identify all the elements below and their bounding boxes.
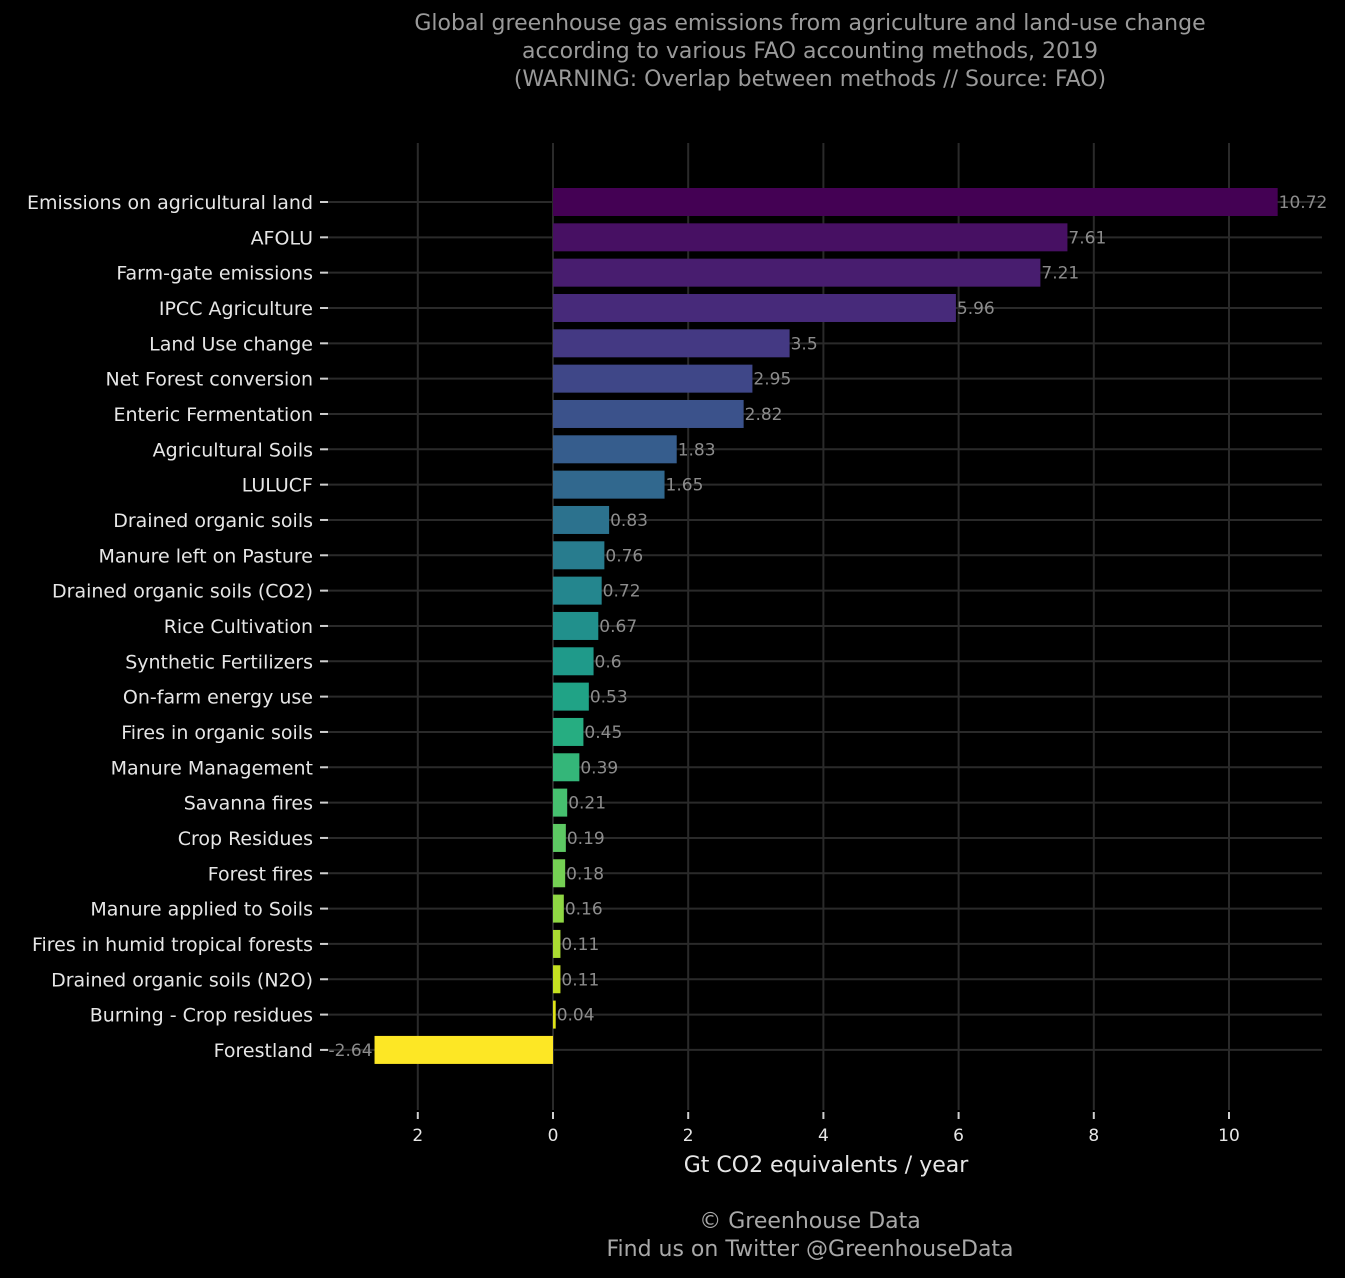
bar bbox=[375, 1036, 553, 1064]
grid-lines bbox=[322, 143, 1322, 1110]
value-label: 1.83 bbox=[678, 440, 716, 460]
value-label: 0.11 bbox=[561, 935, 599, 955]
category-label: Forestland bbox=[214, 1040, 313, 1062]
category-label: On-farm energy use bbox=[123, 687, 313, 709]
bar bbox=[553, 294, 956, 322]
value-label: 0.76 bbox=[605, 546, 643, 566]
category-label: Drained organic soils bbox=[113, 510, 313, 532]
category-label: IPCC Agriculture bbox=[159, 298, 313, 320]
x-axis-title: Gt CO2 equivalents / year bbox=[684, 1153, 970, 1178]
x-tick-label: 8 bbox=[1088, 1126, 1099, 1146]
x-tick-label: 6 bbox=[953, 1126, 964, 1146]
bar bbox=[553, 577, 602, 605]
category-label: Agricultural Soils bbox=[153, 439, 313, 461]
category-label: Manure Management bbox=[111, 757, 313, 779]
bar bbox=[553, 753, 579, 781]
x-tick-label: 2 bbox=[412, 1126, 423, 1146]
value-label: 0.45 bbox=[584, 723, 622, 743]
bar bbox=[553, 506, 609, 534]
x-tick-label: 4 bbox=[818, 1126, 829, 1146]
category-label: Manure applied to Soils bbox=[90, 899, 313, 921]
category-label: Fires in organic soils bbox=[121, 722, 313, 744]
category-label: AFOLU bbox=[251, 227, 313, 249]
bar bbox=[553, 435, 677, 463]
category-label: Burning - Crop residues bbox=[90, 1005, 313, 1027]
bar bbox=[553, 789, 567, 817]
bar-chart: Emissions on agricultural land AFOLU Farm-… bbox=[0, 0, 1345, 1278]
category-label: LULUCF bbox=[242, 475, 313, 497]
value-label: 0.6 bbox=[595, 652, 622, 672]
category-label: Emissions on agricultural land bbox=[27, 192, 313, 214]
bar bbox=[553, 683, 589, 711]
value-label: 7.21 bbox=[1041, 264, 1079, 284]
caption-credit: © Greenhouse Data bbox=[0, 1208, 1345, 1236]
x-axis-ticks: 2 0 2 4 6 8 10 bbox=[412, 1112, 1239, 1146]
category-label: Enteric Fermentation bbox=[113, 404, 313, 426]
category-label: Fires in humid tropical forests bbox=[32, 934, 313, 956]
x-tick-label: 0 bbox=[548, 1126, 559, 1146]
bar bbox=[553, 930, 560, 958]
bar bbox=[553, 647, 594, 675]
value-label: 3.5 bbox=[791, 334, 818, 354]
category-label: Net Forest conversion bbox=[106, 369, 313, 391]
bar bbox=[553, 859, 565, 887]
value-label: 0.18 bbox=[566, 864, 604, 884]
value-label: 7.61 bbox=[1068, 228, 1106, 248]
category-label: Land Use change bbox=[149, 333, 313, 355]
category-label: Manure left on Pasture bbox=[99, 545, 313, 567]
x-tick-label: 10 bbox=[1218, 1126, 1240, 1146]
value-label: 10.72 bbox=[1279, 193, 1328, 213]
category-label: Crop Residues bbox=[178, 828, 313, 850]
bar bbox=[553, 188, 1278, 216]
bar bbox=[553, 329, 790, 357]
category-labels: Emissions on agricultural land AFOLU Farm-… bbox=[27, 192, 328, 1062]
value-label: 0.21 bbox=[568, 794, 606, 814]
bar bbox=[553, 223, 1067, 251]
category-label: Drained organic soils (N2O) bbox=[51, 969, 313, 991]
category-label: Forest fires bbox=[208, 863, 313, 885]
bar bbox=[553, 824, 566, 852]
category-label: Savanna fires bbox=[184, 793, 313, 815]
bar bbox=[553, 895, 564, 923]
category-label: Synthetic Fertilizers bbox=[125, 651, 313, 673]
caption-twitter: Find us on Twitter @GreenhouseData bbox=[0, 1236, 1345, 1264]
value-label: 0.16 bbox=[565, 900, 603, 920]
value-label: 0.67 bbox=[599, 617, 637, 637]
value-label: 0.53 bbox=[590, 688, 628, 708]
bar bbox=[553, 718, 583, 746]
value-label: 0.04 bbox=[557, 1006, 595, 1026]
value-label: 0.39 bbox=[580, 758, 618, 778]
bar bbox=[553, 541, 604, 569]
category-label: Rice Cultivation bbox=[164, 616, 313, 638]
value-label: 2.95 bbox=[753, 370, 791, 390]
bar bbox=[553, 965, 560, 993]
bar bbox=[553, 471, 665, 499]
bar bbox=[553, 1001, 556, 1029]
bar bbox=[553, 400, 744, 428]
value-label: 1.65 bbox=[666, 476, 704, 496]
value-label: 0.19 bbox=[567, 829, 605, 849]
category-label: Drained organic soils (CO2) bbox=[52, 581, 313, 603]
value-label: 0.83 bbox=[610, 511, 648, 531]
value-label: 0.11 bbox=[561, 970, 599, 990]
bar bbox=[553, 259, 1040, 287]
x-tick-label: 2 bbox=[683, 1126, 694, 1146]
value-label: 5.96 bbox=[957, 299, 995, 319]
value-label: -2.64 bbox=[329, 1041, 373, 1061]
caption: © Greenhouse Data Find us on Twitter @Gr… bbox=[0, 1208, 1345, 1264]
value-label: 0.72 bbox=[603, 582, 641, 602]
category-label: Farm-gate emissions bbox=[116, 263, 313, 285]
bar bbox=[553, 612, 598, 640]
bar bbox=[553, 365, 752, 393]
value-label: 2.82 bbox=[745, 405, 783, 425]
